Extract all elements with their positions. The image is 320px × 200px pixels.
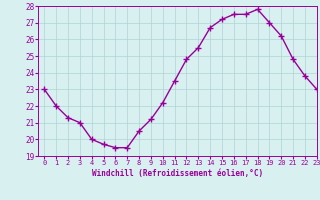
X-axis label: Windchill (Refroidissement éolien,°C): Windchill (Refroidissement éolien,°C)	[92, 169, 263, 178]
